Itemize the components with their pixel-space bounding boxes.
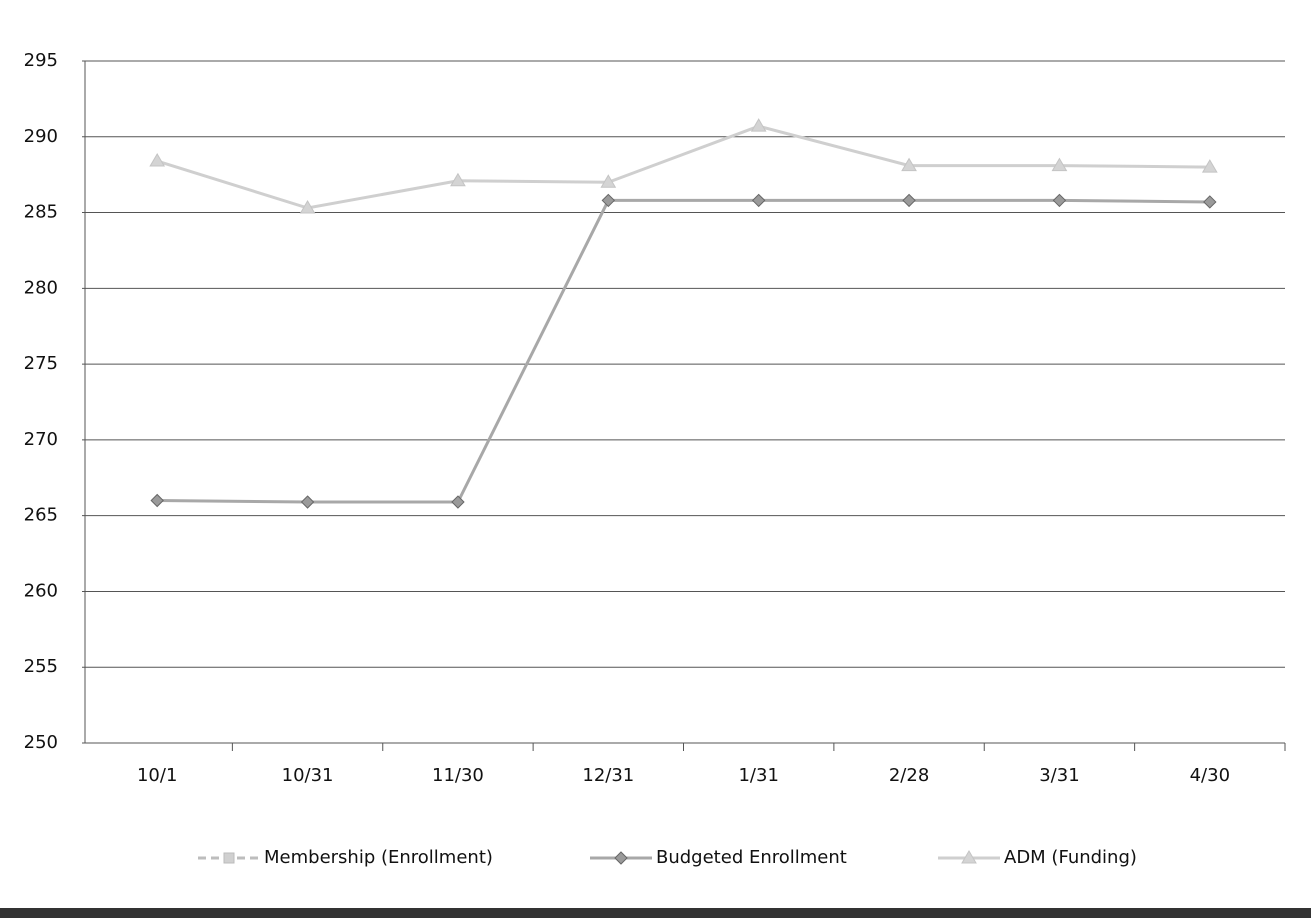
x-tick-label: 11/30: [432, 765, 484, 786]
data-point: [902, 193, 916, 208]
y-tick-label: 270: [24, 429, 58, 450]
x-tick-label: 1/31: [738, 765, 778, 786]
data-point: [300, 495, 315, 509]
data-point: [149, 153, 166, 167]
data-point: [901, 157, 917, 172]
data-point: [601, 193, 616, 208]
x-tick-label: 2/28: [889, 765, 929, 786]
y-tick-label: 280: [24, 277, 58, 298]
data-point: [750, 118, 767, 132]
data-point: [299, 200, 316, 214]
y-tick-label: 295: [24, 50, 58, 71]
y-tick-label: 290: [24, 126, 58, 147]
data-point: [600, 174, 617, 188]
y-tick-label: 285: [24, 202, 58, 223]
legend-label: ADM (Funding): [1004, 847, 1137, 868]
legend-label: Budgeted Enrollment: [656, 847, 847, 868]
series-line: [157, 198, 1210, 504]
data-point: [1052, 193, 1067, 208]
series-line: [156, 124, 1210, 210]
data-point: [1201, 159, 1218, 173]
y-tick-label: 265: [24, 505, 58, 526]
data-point: [450, 172, 466, 187]
x-tick-label: 10/31: [282, 765, 334, 786]
y-tick-label: 260: [24, 580, 58, 601]
x-tick-label: 4/30: [1190, 765, 1230, 786]
scan-edge: [0, 908, 1311, 918]
data-point: [751, 193, 766, 208]
data-point: [451, 495, 465, 509]
data-point: [150, 493, 164, 508]
data-point: [1203, 195, 1217, 209]
y-tick-label: 255: [24, 656, 58, 677]
legend-marker: [614, 851, 628, 865]
y-tick-label: 250: [24, 732, 58, 753]
x-tick-label: 10/1: [137, 765, 177, 786]
data-point: [1051, 157, 1068, 172]
x-tick-label: 12/31: [582, 765, 634, 786]
y-tick-label: 275: [24, 353, 58, 374]
legend-marker: [223, 852, 235, 864]
legend-marker: [961, 850, 977, 864]
x-tick-label: 3/31: [1039, 765, 1079, 786]
legend-label: Membership (Enrollment): [264, 847, 493, 868]
